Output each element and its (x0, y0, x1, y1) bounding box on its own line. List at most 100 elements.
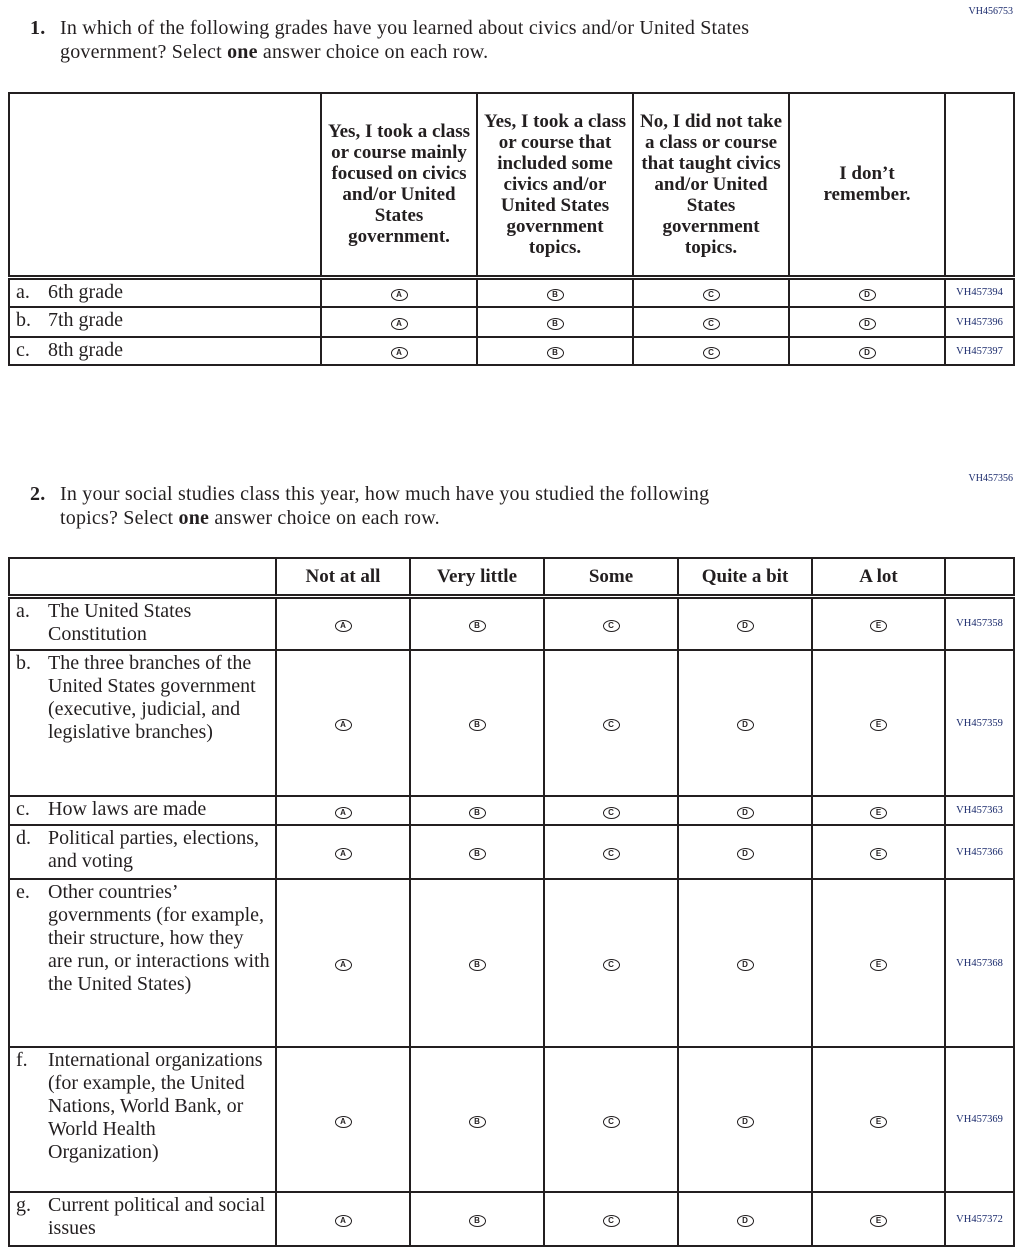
column-header: I don’t remember. (788, 92, 946, 280)
answer-bubble-d[interactable]: D (736, 719, 754, 731)
option-cell: B (409, 824, 545, 880)
option-cell: E (811, 649, 946, 797)
option-cell: A (275, 1046, 411, 1193)
prompt-line: answer choice on each row. (209, 507, 440, 529)
answer-bubble-b[interactable]: B (468, 719, 486, 731)
option-cell: D (677, 595, 813, 651)
answer-bubble-c[interactable]: C (602, 1115, 620, 1128)
question-2-prompt: 2. In your social studies class this year… (30, 482, 709, 530)
answer-bubble-c[interactable]: C (602, 806, 620, 819)
row-text: 6th grade (48, 280, 123, 303)
answer-bubble-e[interactable]: E (870, 719, 887, 731)
row-label: c. 8th grade (8, 336, 322, 366)
answer-bubble-a[interactable]: A (390, 288, 408, 301)
answer-bubble-e[interactable]: E (870, 1115, 887, 1128)
row-label: g. Current political and social issues (8, 1191, 277, 1247)
option-cell: B (409, 795, 545, 826)
column-header: Quite a bit (677, 557, 813, 599)
answer-bubble-a[interactable]: A (334, 1215, 352, 1227)
question-2-id: VH457356 (968, 473, 1013, 484)
answer-bubble-d[interactable]: D (858, 318, 876, 330)
answer-bubble-b[interactable]: B (468, 806, 486, 819)
answer-bubble-a[interactable]: A (334, 719, 352, 731)
question-1-id: VH456753 (968, 6, 1013, 17)
row-letter: d. (16, 827, 31, 849)
option-cell: E (811, 878, 946, 1048)
prompt-emphasis: one (178, 507, 210, 529)
row-text: International organizations (for example… (48, 1049, 263, 1163)
answer-bubble-a[interactable]: A (334, 848, 352, 860)
option-cell: C (543, 1191, 679, 1247)
answer-bubble-b[interactable]: B (546, 288, 564, 301)
answer-bubble-c[interactable]: C (702, 318, 720, 330)
table-row: b. 7th grade A B C D VH457396 (8, 306, 1015, 338)
answer-bubble-a[interactable]: A (334, 1115, 352, 1128)
answer-bubble-c[interactable]: C (602, 848, 620, 860)
row-label: f. International organizations (for examp… (8, 1046, 277, 1193)
question-2-table: Not at all Very little Some Quite a bit A lo… (8, 557, 1015, 1247)
option-cell: D (677, 878, 813, 1048)
table-row: c. How laws are made A B C D E VH457363 (8, 795, 1015, 826)
answer-bubble-a[interactable]: A (334, 806, 352, 819)
answer-bubble-a[interactable]: A (390, 347, 408, 359)
answer-bubble-a[interactable]: A (334, 619, 352, 632)
answer-bubble-c[interactable]: C (702, 288, 720, 301)
answer-bubble-c[interactable]: C (602, 959, 620, 971)
option-cell: C (543, 1046, 679, 1193)
header-blank (8, 92, 322, 280)
option-cell: B (409, 1046, 545, 1193)
option-cell: B (476, 276, 634, 308)
table-row: a. The United States Constitution A B C D E VH4… (8, 595, 1015, 651)
row-letter: b. (16, 652, 31, 674)
question-1-table: Yes, I took a class or course mainly foc… (8, 92, 1015, 366)
answer-bubble-e[interactable]: E (870, 619, 887, 632)
answer-bubble-d[interactable]: D (736, 959, 754, 971)
answer-bubble-b[interactable]: B (468, 959, 486, 971)
answer-bubble-e[interactable]: E (870, 806, 887, 819)
row-label: e. Other countries’ governments (for exam… (8, 878, 277, 1048)
answer-bubble-b[interactable]: B (468, 848, 486, 860)
column-header: Yes, I took a class or course that inclu… (476, 92, 634, 280)
answer-bubble-d[interactable]: D (858, 347, 876, 359)
row-label: c. How laws are made (8, 795, 277, 826)
answer-bubble-d[interactable]: D (736, 619, 754, 632)
answer-bubble-c[interactable]: C (602, 719, 620, 731)
answer-bubble-b[interactable]: B (546, 347, 564, 359)
answer-bubble-b[interactable]: B (546, 318, 564, 330)
answer-bubble-d[interactable]: D (736, 848, 754, 860)
option-cell: E (811, 595, 946, 651)
answer-bubble-e[interactable]: E (870, 1215, 887, 1227)
option-cell: A (320, 306, 478, 338)
item-code: VH457359 (944, 649, 1015, 797)
answer-bubble-b[interactable]: B (468, 619, 486, 632)
column-header: Yes, I took a class or course mainly foc… (320, 92, 478, 280)
answer-bubble-c[interactable]: C (702, 347, 720, 359)
answer-bubble-c[interactable]: C (602, 619, 620, 632)
answer-bubble-d[interactable]: D (858, 288, 876, 301)
answer-bubble-c[interactable]: C (602, 1215, 620, 1227)
column-header: No, I did not take a class or course tha… (632, 92, 790, 280)
option-cell: E (811, 1191, 946, 1247)
answer-bubble-e[interactable]: E (870, 848, 887, 860)
option-cell: A (275, 795, 411, 826)
answer-bubble-b[interactable]: B (468, 1115, 486, 1128)
row-letter: c. (16, 798, 30, 820)
answer-bubble-d[interactable]: D (736, 1215, 754, 1227)
row-text: How laws are made (48, 798, 207, 820)
answer-bubble-a[interactable]: A (334, 959, 352, 971)
option-cell: C (632, 276, 790, 308)
header-blank (8, 557, 277, 599)
answer-bubble-e[interactable]: E (870, 959, 887, 971)
option-cell: B (409, 1191, 545, 1247)
row-text: Current political and social issues (48, 1194, 266, 1239)
answer-bubble-d[interactable]: D (736, 1115, 754, 1128)
table-row: c. 8th grade A B C D VH457397 (8, 336, 1015, 366)
option-cell: C (543, 878, 679, 1048)
answer-bubble-b[interactable]: B (468, 1215, 486, 1227)
table-row: a. 6th grade A B C D VH457394 (8, 276, 1015, 308)
answer-bubble-d[interactable]: D (736, 806, 754, 819)
answer-bubble-a[interactable]: A (390, 318, 408, 330)
column-header: Not at all (275, 557, 411, 599)
option-cell: A (275, 824, 411, 880)
column-header: Very little (409, 557, 545, 599)
